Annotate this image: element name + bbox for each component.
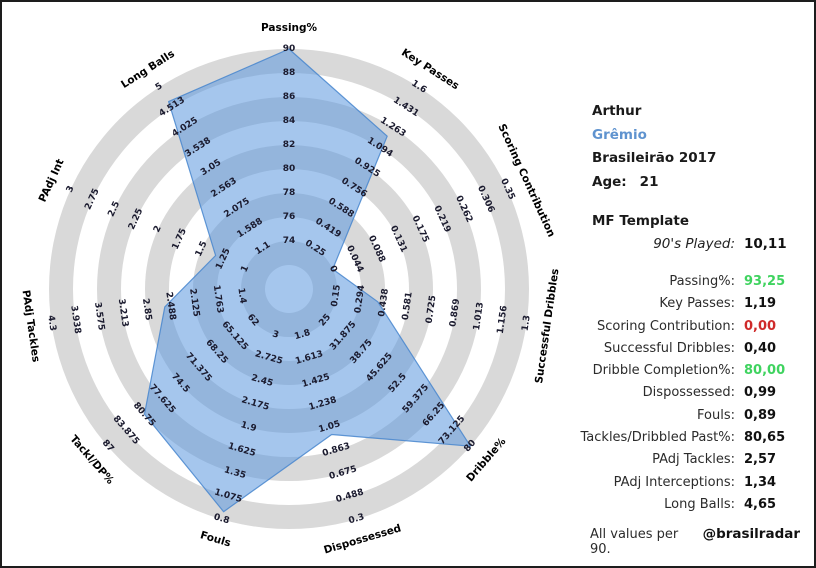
axis-tick-label: 3.213 — [116, 298, 130, 328]
stat-row-dribble-completion: Dribble Completion%: 80,00 — [560, 363, 796, 385]
stat-label: Tackles/Dribbled Past%: — [580, 430, 735, 446]
axis-tick-label: 3.938 — [68, 305, 82, 335]
axis-tick-label: 0.581 — [401, 291, 415, 321]
template-title: MF Template — [592, 213, 690, 229]
axis-tick-label: 3 — [271, 329, 280, 340]
stat-row-key-passes: Key Passes: 1,19 — [560, 296, 796, 318]
credit-handle: @brasilradar — [702, 526, 800, 542]
stat-label: PAdj Tackles: — [652, 452, 735, 468]
axis-tick-label: 1.763 — [211, 284, 225, 314]
league-season: Brasileirão 2017 — [592, 150, 717, 166]
stat-row-fouls: Fouls: 0,89 — [560, 408, 796, 430]
axis-title: Dispossessed — [322, 522, 402, 556]
axis-tick-label: 0.869 — [448, 298, 462, 328]
stat-label: Successful Dribbles: — [603, 340, 735, 356]
stat-value: 0,40 — [744, 340, 777, 356]
axis-tick-label: 1.4 — [235, 287, 247, 304]
stat-row-passing: Passing%: 93,25 — [560, 274, 796, 296]
stat-value: 1,34 — [744, 474, 777, 490]
stat-label: Dispossessed: — [642, 385, 735, 401]
axis-tick-label: 1.3 — [521, 315, 533, 332]
nineties-played-value: 10,11 — [744, 236, 787, 252]
axis-title: Passing% — [261, 22, 318, 34]
axis-tick-label: 0.15 — [330, 284, 343, 307]
axis-tick-label: 0.725 — [425, 295, 439, 325]
player-value-polygon — [143, 48, 471, 513]
nineties-played-label: 90's Played: — [653, 236, 735, 252]
axis-tick-label: 0.438 — [377, 288, 391, 318]
axis-tick-label: 1.013 — [472, 301, 486, 331]
axis-tick-label: 86 — [283, 92, 296, 102]
footer-note: All values per 90. — [590, 527, 679, 557]
axis-tick-label: 2.488 — [163, 291, 177, 321]
stat-label: Fouls: — [697, 407, 735, 423]
player-header: Arthur Grêmio Brasileirão 2017 Age: 21 — [592, 100, 716, 194]
axis-title: PAdj Int — [37, 157, 67, 204]
axis-tick-label: 1.8 — [293, 328, 311, 342]
stat-row-padj-tackles: PAdj Tackles: 2,57 — [560, 452, 796, 474]
age-value: 21 — [639, 173, 659, 190]
axis-tick-label: 1.156 — [496, 305, 510, 335]
axis-tick-label: 88 — [283, 68, 296, 78]
axis-tick-label: 1.9 — [239, 420, 257, 434]
axis-tick-label: 0.8 — [212, 512, 230, 526]
age-label: Age: — [592, 173, 627, 190]
axis-tick-label: 0.3 — [348, 512, 366, 526]
stat-value: 0,89 — [744, 407, 777, 423]
nineties-played-row: 90's Played: 10,11 — [653, 236, 796, 252]
axis-title: PAdj Tackles — [20, 289, 42, 363]
axis-tick-label: 78 — [283, 188, 296, 198]
stat-label: PAdj Interceptions: — [613, 474, 735, 490]
axis-tick-label: 3 — [65, 184, 77, 194]
axis-tick-label: 82 — [283, 140, 296, 150]
axis-tick-label: 90 — [283, 44, 296, 54]
stat-value: 80,65 — [744, 430, 786, 446]
axis-title: Fouls — [199, 529, 232, 549]
axis-title: Successful Dribbles — [533, 268, 561, 384]
stat-row-long-balls: Long Balls: 4,65 — [560, 497, 796, 519]
axis-tick-label: 1 — [239, 264, 251, 274]
stat-value: 1,19 — [744, 296, 777, 312]
stat-label: Passing%: — [669, 274, 735, 289]
player-name: Arthur — [592, 103, 642, 119]
stat-row-scoring-contribution: Scoring Contribution: 0,00 — [560, 319, 796, 341]
axis-tick-label: 3.575 — [92, 301, 106, 331]
axis-tick-label: 0 — [327, 264, 339, 274]
radar-chart: 747678808284868890Passing%0.250.4190.588… — [20, 22, 562, 556]
axis-tick-label: 74 — [283, 236, 296, 246]
stat-label: Scoring Contribution: — [596, 318, 735, 334]
stat-value: 93,25 — [744, 274, 786, 289]
stat-row-successful-dribbles: Successful Dribbles: 0,40 — [560, 341, 796, 363]
axis-tick-label: 80 — [283, 164, 296, 174]
stats-list: Passing%: 93,25 Key Passes: 1,19 Scoring C… — [560, 274, 796, 519]
stat-row-dispossessed: Dispossessed: 0,99 — [560, 385, 796, 407]
axis-tick-label: 2.125 — [187, 288, 201, 318]
age-row: Age: 21 — [592, 171, 716, 195]
axis-tick-label: 4.3 — [45, 315, 57, 332]
stat-label: Long Balls: — [664, 496, 735, 512]
stat-label: Key Passes: — [659, 296, 735, 312]
stat-label: Dribble Completion%: — [592, 363, 735, 379]
stat-value: 2,57 — [744, 452, 777, 468]
stat-value: 0,99 — [744, 385, 777, 401]
info-panel: Arthur Grêmio Brasileirão 2017 Age: 21 MF… — [560, 2, 814, 566]
axis-tick-label: 76 — [283, 212, 296, 222]
axis-tick-label: 2 — [152, 224, 164, 234]
axis-tick-label: 84 — [283, 116, 296, 126]
stat-value: 4,65 — [744, 496, 777, 512]
stat-row-padj-interceptions: PAdj Interceptions: 1,34 — [560, 475, 796, 497]
footer: All values per 90. @brasilradar — [590, 526, 800, 557]
axis-tick-label: 0.294 — [353, 284, 367, 314]
stat-value: 80,00 — [744, 363, 786, 379]
axis-tick-label: 2.85 — [140, 298, 153, 321]
club-name: Grêmio — [592, 126, 647, 143]
stat-row-tackles-dribbled-past: Tackles/Dribbled Past%: 80,65 — [560, 430, 796, 452]
stat-value: 0,00 — [744, 318, 777, 334]
axis-tick-label: 5 — [154, 81, 165, 93]
